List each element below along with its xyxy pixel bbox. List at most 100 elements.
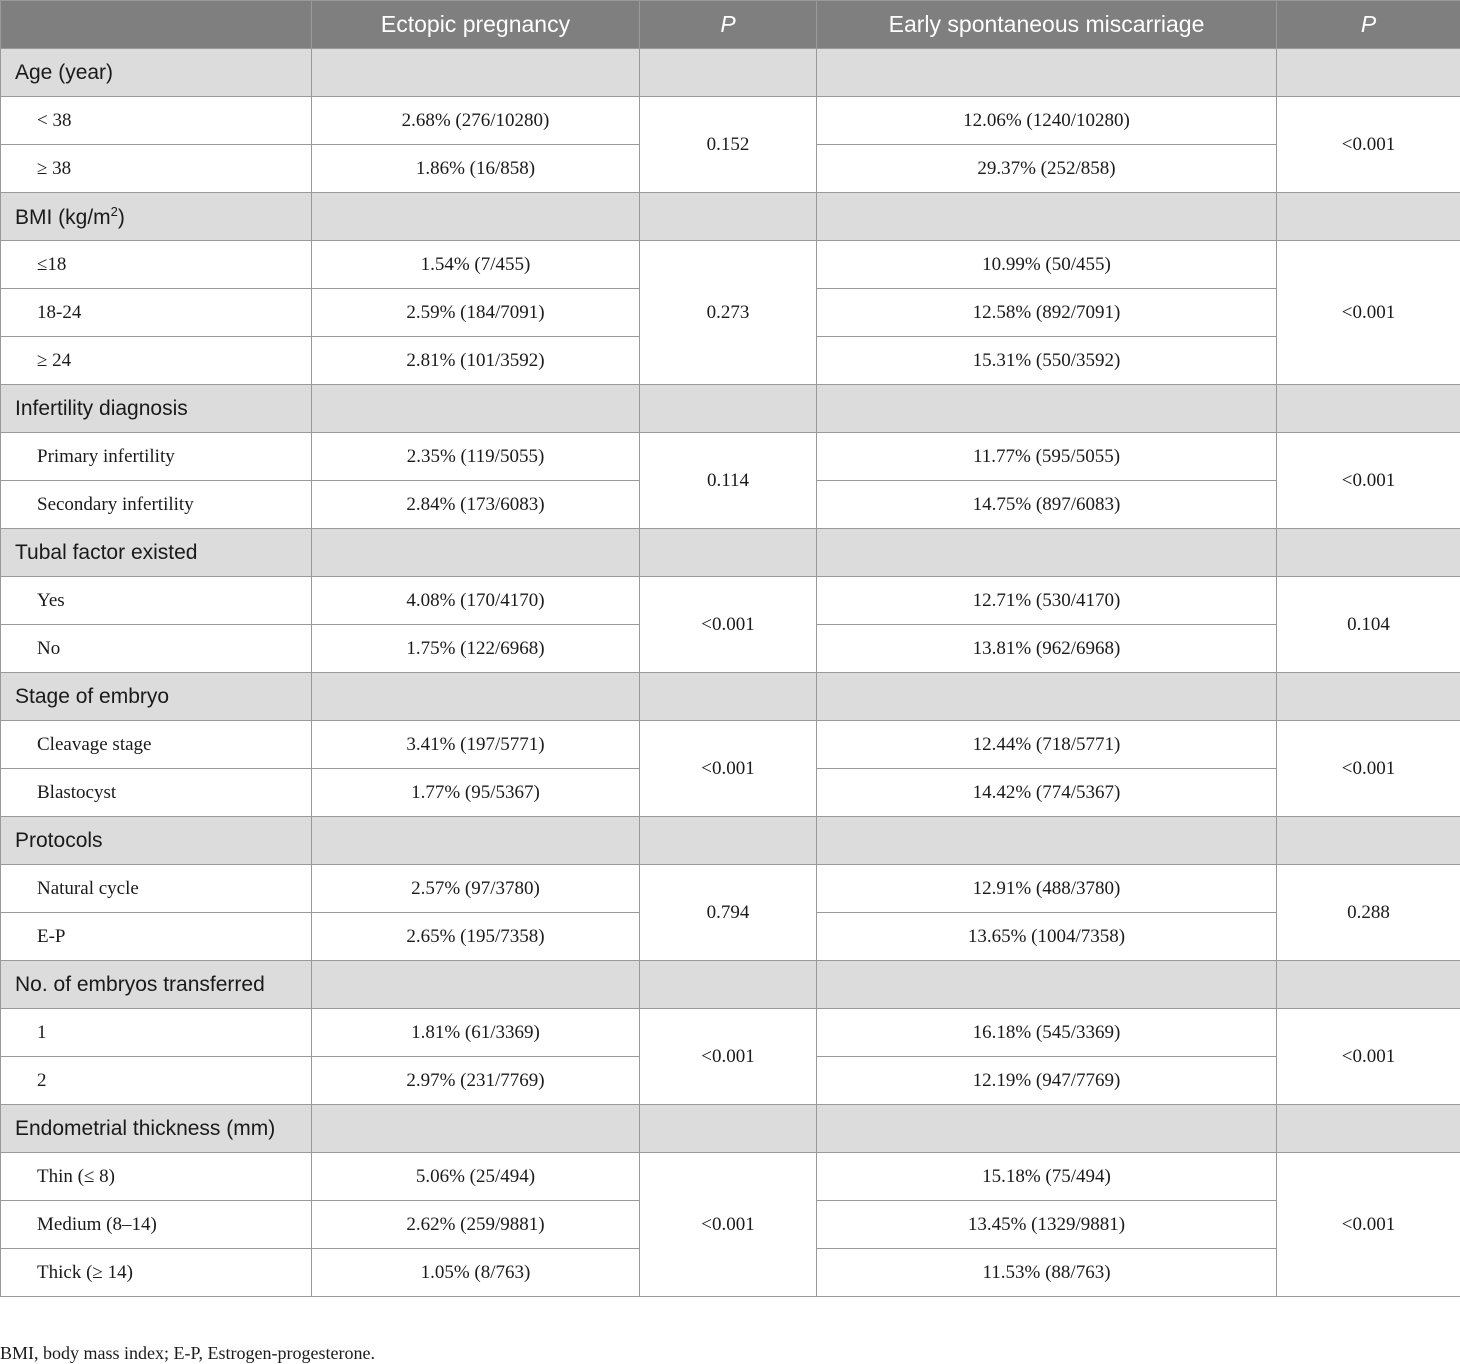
group-empty-cell: [639, 1104, 817, 1153]
row-label: Primary infertility: [0, 432, 312, 481]
group-empty-cell: [311, 192, 640, 241]
table-row: Thin (≤ 8) 5.06% (25/494) <0.001 15.18% (75…: [0, 1152, 1460, 1297]
p-value-ectopic: 0.273: [639, 240, 817, 385]
miscarriage-value: 29.37% (252/858): [816, 144, 1277, 193]
group-empty-cell: [639, 672, 817, 721]
ectopic-value: 1.81% (61/3369): [311, 1008, 640, 1057]
group-row: BMI (kg/m2): [0, 192, 1460, 241]
p-value-miscarriage: 0.104: [1276, 576, 1460, 673]
group-label-text: Stage of embryo: [15, 684, 170, 708]
group-row: Tubal factor existed: [0, 528, 1460, 577]
miscarriage-value: 15.31% (550/3592): [816, 336, 1277, 385]
group-label: Stage of embryo: [0, 672, 312, 721]
ectopic-value: 1.77% (95/5367): [311, 768, 640, 817]
group-empty-cell: [1276, 48, 1460, 97]
ectopic-value: 1.54% (7/455): [311, 240, 640, 289]
group-row: Stage of embryo: [0, 672, 1460, 721]
group-label: Tubal factor existed: [0, 528, 312, 577]
group-empty-cell: [639, 384, 817, 433]
p-value-ectopic: <0.001: [639, 1008, 817, 1105]
ectopic-value: 4.08% (170/4170): [311, 576, 640, 625]
miscarriage-value: 11.77% (595/5055): [816, 432, 1277, 481]
row-label: 1: [0, 1008, 312, 1057]
group-empty-cell: [311, 528, 640, 577]
ectopic-value: 1.05% (8/763): [311, 1248, 640, 1297]
row-label: Secondary infertility: [0, 480, 312, 529]
header-row: Ectopic pregnancy P Early spontaneous mi…: [0, 0, 1460, 49]
ectopic-value: 2.35% (119/5055): [311, 432, 640, 481]
miscarriage-value: 13.65% (1004/7358): [816, 912, 1277, 961]
group-label-end: ): [117, 205, 125, 229]
group-empty-cell: [639, 192, 817, 241]
group-empty-cell: [1276, 384, 1460, 433]
p-value-miscarriage: <0.001: [1276, 240, 1460, 385]
group-label: Endometrial thickness (mm): [0, 1104, 312, 1153]
ectopic-value: 2.97% (231/7769): [311, 1056, 640, 1105]
group-label-text: Age (year): [15, 60, 114, 84]
group-label-text: BMI (kg/m: [15, 205, 111, 229]
row-label: Yes: [0, 576, 312, 625]
group-label: No. of embryos transferred: [0, 960, 312, 1009]
group-label-text: Tubal factor existed: [15, 540, 198, 564]
results-table: Ectopic pregnancy P Early spontaneous mi…: [0, 0, 1460, 1297]
group-empty-cell: [816, 1104, 1277, 1153]
table-row: Cleavage stage 3.41% (197/5771) <0.001 12.4…: [0, 720, 1460, 817]
p-value-miscarriage: 0.288: [1276, 864, 1460, 961]
miscarriage-value: 12.06% (1240/10280): [816, 96, 1277, 145]
ectopic-value: 2.84% (173/6083): [311, 480, 640, 529]
group-empty-cell: [816, 960, 1277, 1009]
miscarriage-value: 13.81% (962/6968): [816, 624, 1277, 673]
ectopic-value: 2.62% (259/9881): [311, 1200, 640, 1249]
miscarriage-value: 12.91% (488/3780): [816, 864, 1277, 913]
table-row: Blastocyst 1.77% (95/5367) 14.42% (774/536…: [0, 768, 1460, 817]
group-empty-cell: [311, 384, 640, 433]
miscarriage-value: 12.44% (718/5771): [816, 720, 1277, 769]
group-empty-cell: [816, 192, 1277, 241]
p-value-miscarriage: <0.001: [1276, 1152, 1460, 1297]
p-value-miscarriage: <0.001: [1276, 96, 1460, 193]
p-value-ectopic: 0.152: [639, 96, 817, 193]
table-row: Primary infertility 2.35% (119/5055) 0.114…: [0, 432, 1460, 529]
ectopic-value: 2.81% (101/3592): [311, 336, 640, 385]
ectopic-value: 1.75% (122/6968): [311, 624, 640, 673]
miscarriage-value: 11.53% (88/763): [816, 1248, 1277, 1297]
p-value-ectopic: 0.794: [639, 864, 817, 961]
group-empty-cell: [311, 672, 640, 721]
header-p-ectopic: P: [639, 0, 817, 49]
miscarriage-value: 16.18% (545/3369): [816, 1008, 1277, 1057]
ectopic-value: 1.86% (16/858): [311, 144, 640, 193]
group-empty-cell: [1276, 1104, 1460, 1153]
table-row: Medium (8–14) 2.62% (259/9881) 13.45% (132…: [0, 1200, 1460, 1249]
miscarriage-value: 12.19% (947/7769): [816, 1056, 1277, 1105]
group-empty-cell: [311, 960, 640, 1009]
group-empty-cell: [816, 672, 1277, 721]
group-row: Infertility diagnosis: [0, 384, 1460, 433]
table-row: < 38 2.68% (276/10280) 0.152 12.06% (1240/1…: [0, 96, 1460, 193]
group-row: Age (year): [0, 48, 1460, 97]
row-label: Medium (8–14): [0, 1200, 312, 1249]
ectopic-value: 2.68% (276/10280): [311, 96, 640, 145]
row-label: ≥ 38: [0, 144, 312, 193]
group-empty-cell: [639, 960, 817, 1009]
ectopic-value: 2.65% (195/7358): [311, 912, 640, 961]
table-header: Ectopic pregnancy P Early spontaneous mi…: [0, 0, 1460, 49]
row-label: ≤18: [0, 240, 312, 289]
header-p-miscarriage: P: [1276, 0, 1460, 49]
table-row: ≤18 1.54% (7/455) 0.273 10.99% (50/455) <0.0…: [0, 240, 1460, 385]
group-empty-cell: [1276, 672, 1460, 721]
ectopic-value: 2.57% (97/3780): [311, 864, 640, 913]
group-label-superscript: 2: [110, 203, 118, 219]
row-label: E-P: [0, 912, 312, 961]
group-label: Age (year): [0, 48, 312, 97]
group-empty-cell: [639, 48, 817, 97]
group-label: BMI (kg/m2): [0, 192, 312, 241]
group-label-text: No. of embryos transferred: [15, 972, 265, 996]
group-label: Protocols: [0, 816, 312, 865]
row-label: Cleavage stage: [0, 720, 312, 769]
group-empty-cell: [816, 384, 1277, 433]
table-row: ≥ 38 1.86% (16/858) 29.37% (252/858): [0, 144, 1460, 193]
group-empty-cell: [311, 48, 640, 97]
p-value-ectopic: <0.001: [639, 576, 817, 673]
ectopic-value: 5.06% (25/494): [311, 1152, 640, 1201]
table-row: Thick (≥ 14) 1.05% (8/763) 11.53% (88/763): [0, 1248, 1460, 1297]
